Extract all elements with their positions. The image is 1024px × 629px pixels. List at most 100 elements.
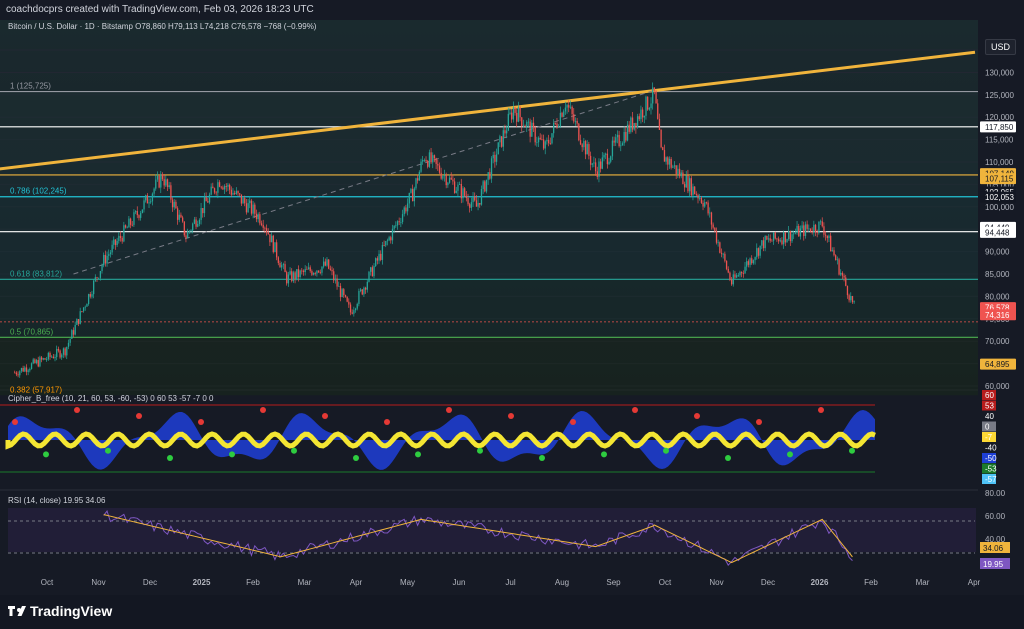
- candle-body: [638, 116, 640, 120]
- candle-body: [143, 200, 145, 210]
- candle-body: [707, 202, 709, 214]
- candle-body: [32, 359, 34, 364]
- time-tick-label: Feb: [246, 578, 260, 587]
- candle-body: [841, 272, 844, 276]
- fib-level-label: 0.5 (70,865): [10, 327, 53, 336]
- candle-body: [349, 304, 352, 313]
- candle-body: [636, 116, 639, 128]
- rsi-badge-label: 19.95: [983, 560, 1004, 569]
- candle-body: [292, 272, 295, 282]
- candle-body: [830, 235, 832, 252]
- candle-body: [148, 202, 150, 204]
- price-badge: [980, 121, 1016, 133]
- candle-body: [440, 172, 442, 179]
- candle-body: [850, 295, 852, 301]
- candle-body: [653, 87, 656, 91]
- cipher-axis-label: -50: [985, 454, 997, 463]
- currency-button[interactable]: USD: [984, 39, 1016, 55]
- candle-body: [813, 224, 815, 233]
- candle-body: [766, 236, 768, 240]
- candle-body: [641, 109, 644, 118]
- candle-body: [699, 197, 701, 199]
- candle-body: [680, 172, 682, 177]
- candle-body: [542, 139, 545, 149]
- candle-body: [296, 269, 298, 280]
- candle-body: [145, 195, 147, 201]
- cipher-axis-badge: [982, 421, 996, 432]
- candle-body: [459, 184, 461, 185]
- trendline: [73, 89, 655, 275]
- candle-body: [747, 261, 750, 265]
- candle-body: [648, 108, 651, 110]
- candle-body: [687, 175, 689, 192]
- candle-body: [455, 190, 457, 193]
- candle-body: [586, 144, 588, 155]
- candle-body: [422, 159, 424, 162]
- candle-body: [35, 360, 38, 364]
- cipher-signal-dot: [539, 455, 545, 461]
- candle-body: [175, 201, 177, 209]
- candle-body: [553, 122, 555, 134]
- candle-body: [140, 213, 142, 218]
- candle-body: [769, 238, 771, 241]
- price-tick-label: 120,000: [985, 113, 1014, 122]
- candle-body: [257, 214, 259, 220]
- price-badge-label: 64,895: [985, 360, 1010, 369]
- candle-body: [594, 162, 597, 172]
- candle-body: [237, 190, 239, 194]
- rsi-tick-label: 40.00: [985, 535, 1006, 544]
- candle-body: [158, 175, 160, 188]
- candle-body: [62, 348, 65, 355]
- candle-body: [410, 188, 412, 193]
- candle-body: [809, 228, 812, 232]
- cipher-axis-label: -7: [985, 433, 993, 442]
- candle-body: [198, 219, 201, 224]
- candle-body: [59, 350, 61, 358]
- candle-body: [207, 201, 209, 203]
- trendline: [0, 50, 976, 171]
- candle-body: [356, 303, 358, 309]
- candle-body: [390, 237, 392, 241]
- candle-body: [170, 185, 172, 200]
- cipher-signal-dot: [229, 451, 235, 458]
- candle-body: [14, 372, 16, 374]
- candle-body: [230, 189, 232, 195]
- candle-body: [722, 253, 724, 255]
- candle-body: [793, 233, 795, 235]
- cipher-signal-dot: [632, 407, 638, 413]
- fib-level-label: 0.618 (83,812): [10, 269, 62, 278]
- candle-body: [670, 158, 672, 168]
- candle-body: [470, 202, 473, 208]
- candle-body: [447, 182, 449, 186]
- candle-body: [94, 277, 96, 281]
- candle-body: [692, 186, 694, 196]
- chart-area[interactable]: 1 (125,725) 0.786 (102,245) 0.618 (83,812)…: [0, 20, 1024, 595]
- candle-body: [640, 109, 642, 120]
- candle-body: [312, 272, 315, 275]
- candle-body: [573, 114, 575, 122]
- cipher-signal-dot: [105, 447, 111, 454]
- candle-body: [475, 200, 478, 207]
- candle-body: [717, 242, 719, 244]
- price-badge-label: 74,316: [985, 311, 1010, 320]
- price-chart[interactable]: 1 (125,725) 0.786 (102,245) 0.618 (83,812)…: [0, 20, 1024, 595]
- price-badge: [980, 191, 1016, 203]
- candle-body: [453, 181, 456, 193]
- candle-body: [202, 208, 204, 214]
- candle-body: [482, 181, 484, 189]
- price-tick-label: 130,000: [985, 68, 1014, 77]
- cipher-signal-dot: [694, 413, 700, 419]
- candle-body: [504, 130, 506, 134]
- candle-body: [771, 240, 773, 242]
- tradingview-logo[interactable]: TradingView: [8, 603, 112, 619]
- candle-body: [430, 152, 432, 163]
- candle-body: [544, 141, 546, 149]
- time-tick-label: Oct: [659, 578, 672, 587]
- candle-body: [109, 252, 112, 255]
- cipher-signal-dot: [663, 447, 669, 454]
- candle-body: [764, 236, 766, 249]
- candle-body: [564, 107, 567, 112]
- time-tick-label: Apr: [350, 578, 363, 587]
- candle-body: [193, 219, 196, 224]
- candle-body: [235, 190, 238, 194]
